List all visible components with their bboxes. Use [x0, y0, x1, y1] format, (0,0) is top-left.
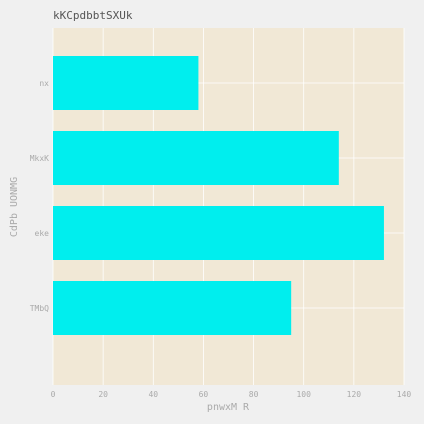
- chart-title: kKCpdbbtSXUk: [53, 9, 133, 22]
- bars: [53, 56, 384, 335]
- y-tick-label: eke: [35, 229, 50, 238]
- x-tick-label: 60: [199, 390, 209, 399]
- x-axis-label: pnwxM R: [207, 402, 250, 413]
- y-tick-label: TMbQ: [30, 304, 49, 313]
- x-tick-label: 40: [148, 390, 158, 399]
- bar: [53, 131, 339, 185]
- y-tick-label: nx: [39, 79, 49, 88]
- x-tick-label: 140: [397, 390, 412, 399]
- x-tick-label: 100: [296, 390, 311, 399]
- x-tick-label: 20: [98, 390, 108, 399]
- bar: [53, 281, 292, 335]
- x-ticks: 0 20 40 60 80 100 120 140: [51, 390, 412, 399]
- x-tick-label: 80: [249, 390, 259, 399]
- x-tick-label: 120: [347, 390, 362, 399]
- x-tick-label: 0: [51, 390, 56, 399]
- bar: [53, 56, 199, 110]
- y-tick-label: MkxK: [30, 154, 49, 163]
- bar: [53, 206, 384, 260]
- y-axis-label: CdPb UONMG: [9, 177, 20, 237]
- y-ticks: nx MkxK eke TMbQ: [30, 79, 49, 313]
